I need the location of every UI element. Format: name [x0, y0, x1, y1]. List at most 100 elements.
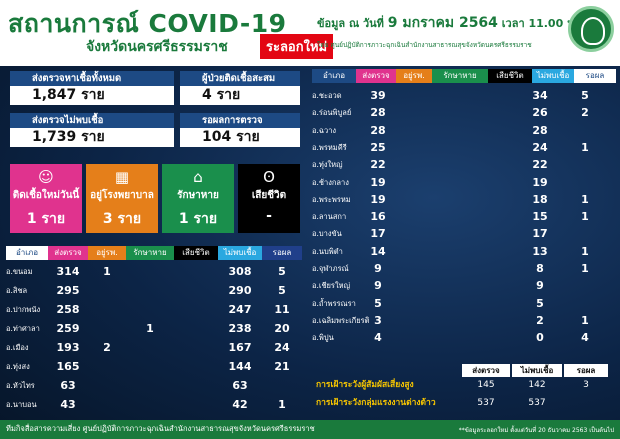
surveillance-tested: 537 [477, 398, 495, 408]
home-icon: ⌂ [193, 168, 203, 186]
district-name: อ.ร่อนพิบูลย์ [312, 108, 352, 118]
pending-count: 2 [581, 106, 589, 120]
col-negative: ไม่พบเชื้อ [218, 246, 262, 260]
district-name: อ.ลานสกา [312, 212, 347, 222]
pending-count [262, 377, 302, 395]
tile-deaths: ʘ เสียชีวิต - [238, 164, 300, 233]
table-row: อ.เชียรใหญ่ 9 9 [0, 277, 620, 294]
negative-count: 15 [532, 210, 548, 224]
surv-col-tested: ส่งตรวจ [462, 364, 510, 377]
negative-count: 308 [228, 265, 252, 278]
negative-count: 0 [536, 331, 544, 345]
pending-count: 1 [581, 244, 589, 258]
summary-cumulative-value: 4 ราย [202, 87, 241, 103]
date-value: 9 มกราคม 2564 [387, 15, 498, 31]
negative-count: 13 [532, 244, 548, 258]
time-text: เวลา 11.00 น. [501, 17, 579, 30]
tested-count: 5 [374, 296, 382, 310]
col-district: อำเภอ [312, 69, 356, 83]
tested-count: 14 [370, 244, 386, 258]
negative-count: 2 [536, 313, 544, 327]
summary-tested-value: 1,847 ราย [32, 87, 105, 103]
tile-hospitalized-value: 3 ราย [102, 211, 142, 227]
pending-count: 11 [274, 303, 290, 316]
summary-negative: ส่งตรวจไม่พบเชื้อ 1,739 ราย [10, 113, 174, 147]
summary-pending-value: 104 ราย [202, 129, 260, 145]
tile-new-cases: ☺ ติดเชื้อใหม่วันนี้ 1 ราย [10, 164, 82, 233]
negative-count: 290 [228, 284, 252, 297]
province-subtitle: จังหวัดนครศรีธรรมราช [86, 39, 228, 55]
mourning-ribbon-icon: ʘ [263, 168, 275, 186]
summary-pending: รอผลการตรวจ 104 ราย [180, 113, 300, 147]
table-row: อ.ร่อนพิบูลย์ 28 26 2 [0, 104, 620, 121]
deaths-count [174, 377, 218, 395]
district-name: อ.ถ้ำพรรณรา [312, 298, 356, 308]
pending-count [564, 174, 606, 191]
tested-count: 43 [60, 398, 76, 411]
tested-count: 19 [370, 192, 386, 206]
pending-count: 1 [278, 398, 286, 411]
tested-count: 3 [374, 313, 382, 327]
district-name: อ.นาบอน [6, 400, 37, 409]
tested-count: 193 [56, 341, 80, 354]
tile-hospitalized: ▦ อยู่โรงพยาบาล 3 ราย [86, 164, 158, 233]
tested-count: 258 [56, 303, 80, 316]
summary-tested-label: ส่งตรวจหาเชื้อทั้งหมด [10, 71, 174, 86]
district-name: อ.เชียรใหญ่ [312, 281, 350, 291]
tile-deaths-value: - [266, 208, 272, 224]
district-name: อ.พรหมคีรี [312, 142, 347, 152]
footer: ทีมกิจสื่อสารความเสี่ยง ศูนย์ปฏิบัติการภ… [0, 420, 620, 439]
table-row: อ.นบพิตำ 14 13 1 [0, 243, 620, 260]
district-name: อ.บางขัน [312, 229, 342, 239]
col-pending: รอผล [574, 69, 616, 83]
negative-count: 144 [228, 360, 252, 373]
district-name: อ.ทุ่งสง [6, 362, 30, 371]
pending-count [564, 156, 606, 173]
pending-count [564, 295, 606, 312]
date-prefix: ข้อมูล ณ วันที่ [317, 17, 384, 30]
negative-count: 247 [228, 303, 252, 316]
pending-count: 4 [581, 331, 589, 345]
deaths-count [174, 358, 218, 376]
summary-negative-label: ส่งตรวจไม่พบเชื้อ [10, 113, 174, 128]
negative-count: 18 [532, 192, 548, 206]
table-row: อ.ฉวาง 28 28 [0, 122, 620, 139]
district-name: อ.ฉวาง [312, 125, 337, 135]
surv-col-negative: ไม่พบเชื้อ [512, 364, 562, 377]
district-name: อ.ทุ่งใหญ่ [312, 160, 343, 170]
table-row: อ.เมือง 193 2 167 24 [0, 339, 310, 357]
surveillance-tested: 145 [477, 380, 495, 390]
col-negative: ไม่พบเชื้อ [532, 69, 574, 83]
table-row: อ.ท่าศาลา 259 1 238 20 [0, 320, 310, 338]
negative-count: 9 [536, 279, 544, 293]
tested-count: 9 [374, 279, 382, 293]
hospital-count [88, 377, 126, 395]
surveillance-pending [564, 396, 608, 411]
col-hospital: อยู่รพ. [88, 246, 126, 260]
district-name: อ.พิปูน [312, 333, 334, 343]
table-row: อ.ปากพนัง 258 247 11 [0, 301, 310, 319]
tile-new-cases-label: ติดเชื้อใหม่วันนี้ [12, 190, 80, 201]
tested-count: 22 [370, 158, 386, 172]
district-name: อ.หัวไทร [6, 381, 35, 390]
tested-count: 9 [374, 262, 382, 275]
pending-count: 24 [274, 341, 290, 354]
data-date: ข้อมูล ณ วันที่ 9 มกราคม 2564 เวลา 11.00… [317, 12, 579, 34]
table-row: อ.ชะอวด 39 34 5 [0, 87, 620, 104]
surveillance-label: การเฝ้าระวังกลุ่มแรงงานต่างด้าว [316, 398, 436, 408]
hospital-count [88, 358, 126, 376]
negative-count: 28 [532, 123, 548, 137]
tile-recovered-label: รักษาหาย [177, 190, 219, 201]
pending-count [564, 225, 606, 242]
negative-count: 19 [532, 175, 548, 189]
surv-col-pending: รอผล [564, 364, 608, 377]
ministry-seal-icon [568, 6, 614, 52]
tested-count: 28 [370, 123, 386, 137]
district-name: อ.จุฬาภรณ์ [312, 264, 349, 273]
tested-count: 63 [60, 379, 76, 392]
table-row: อ.เฉลิมพระเกียรติ 3 2 1 [0, 312, 620, 329]
table-row: อ.ถ้ำพรรณรา 5 5 [0, 295, 620, 312]
negative-count: 34 [532, 89, 548, 102]
footer-note: **ข้อมูลระลอกใหม่ ตั้งแต่วันที่ 20 ธันวา… [458, 427, 614, 434]
recovered-count [126, 377, 174, 395]
